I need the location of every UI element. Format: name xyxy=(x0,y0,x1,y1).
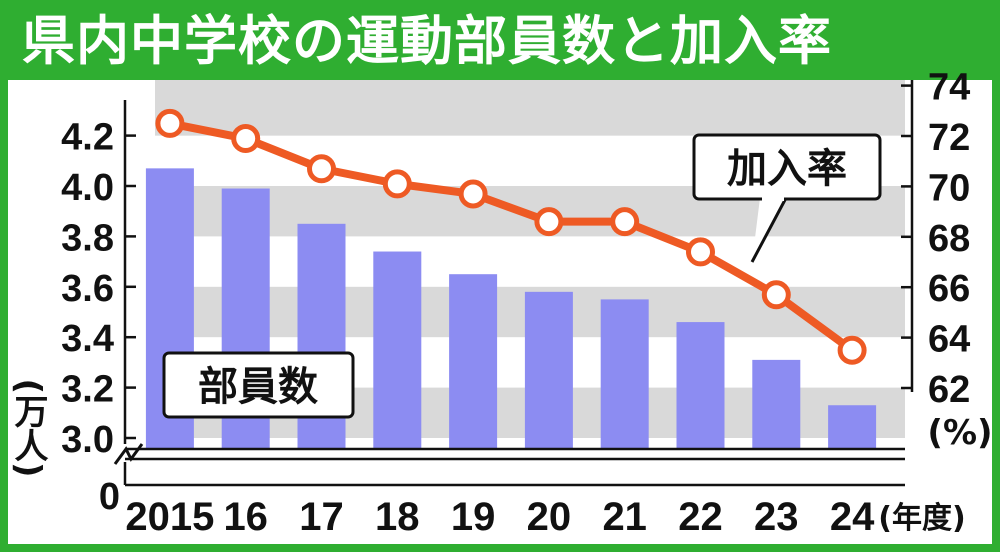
bar xyxy=(373,251,422,459)
bar-series-label: 部員数 xyxy=(198,364,318,410)
chart-title: 県内中学校の運動部員数と加入率 xyxy=(22,11,832,72)
left-tick-label: 4.2 xyxy=(61,117,114,159)
x-axis-unit: (年度) xyxy=(878,501,965,536)
line-series-label: 加入率 xyxy=(727,146,847,192)
bar xyxy=(524,291,573,459)
right-tick-label: 74 xyxy=(928,67,970,109)
axis-break-mark xyxy=(113,443,144,465)
rate-marker xyxy=(610,207,640,237)
title-bar: 県内中学校の運動部員数と加入率 xyxy=(8,6,992,80)
x-tick-label: 18 xyxy=(375,495,420,539)
rate-marker xyxy=(761,280,791,310)
series-callouts: 部員数 加入率 xyxy=(162,133,882,419)
x-tick-label: 16 xyxy=(223,495,268,539)
right-tick-label: 68 xyxy=(928,218,970,260)
x-tick-label: 22 xyxy=(678,495,723,539)
axes xyxy=(110,80,914,487)
rate-marker xyxy=(458,179,488,209)
rate-marker xyxy=(837,335,867,365)
x-tick-label: 2015 xyxy=(125,495,214,539)
line-series-callout-joint xyxy=(762,195,784,201)
left-tick-label: 3.8 xyxy=(61,217,114,259)
left-zero-label: 0 xyxy=(99,476,120,518)
axis-break-gap xyxy=(110,450,905,459)
rate-marker xyxy=(307,154,336,184)
bar-series-callout-box xyxy=(162,351,355,419)
line-series-callout-box xyxy=(692,133,882,201)
left-tick-label: 4.0 xyxy=(61,167,114,209)
rate-marker xyxy=(686,237,715,267)
bar xyxy=(449,274,498,459)
left-tick-label: 3.0 xyxy=(61,419,114,461)
x-tick-label: 23 xyxy=(754,495,799,539)
bar xyxy=(600,299,649,459)
line-series xyxy=(155,108,867,365)
x-tick-label: 21 xyxy=(602,495,647,539)
right-tick-label: 70 xyxy=(928,167,970,209)
rate-line xyxy=(165,119,857,355)
x-tick-label: 24 xyxy=(830,495,875,539)
rate-marker xyxy=(155,108,185,138)
rate-marker xyxy=(231,124,261,154)
left-tick-label: 3.6 xyxy=(61,268,114,310)
x-tick-label: 17 xyxy=(299,495,344,539)
right-tick-label: 72 xyxy=(928,117,970,159)
left-tick-label: 3.2 xyxy=(61,369,114,411)
left-axis-unit: (万人) xyxy=(8,378,48,477)
rate-marker xyxy=(382,169,412,199)
rate-marker xyxy=(534,207,564,237)
bar xyxy=(752,359,801,459)
grid-band xyxy=(155,80,905,136)
right-axis-unit: (%) xyxy=(927,413,992,453)
right-tick-label: 64 xyxy=(928,319,970,361)
x-tick-label: 20 xyxy=(527,495,572,539)
bar xyxy=(676,322,725,459)
x-tick-label: 19 xyxy=(451,495,496,539)
bar xyxy=(297,223,346,459)
right-tick-label: 62 xyxy=(928,369,970,411)
left-tick-label: 3.4 xyxy=(61,318,114,360)
right-tick-label: 66 xyxy=(928,268,970,310)
tick-labels: 4.2 4.0 3.8 3.6 3.4 3.2 3.0 0 (万人) 74 72 70 68 66 64 62… xyxy=(8,67,993,539)
